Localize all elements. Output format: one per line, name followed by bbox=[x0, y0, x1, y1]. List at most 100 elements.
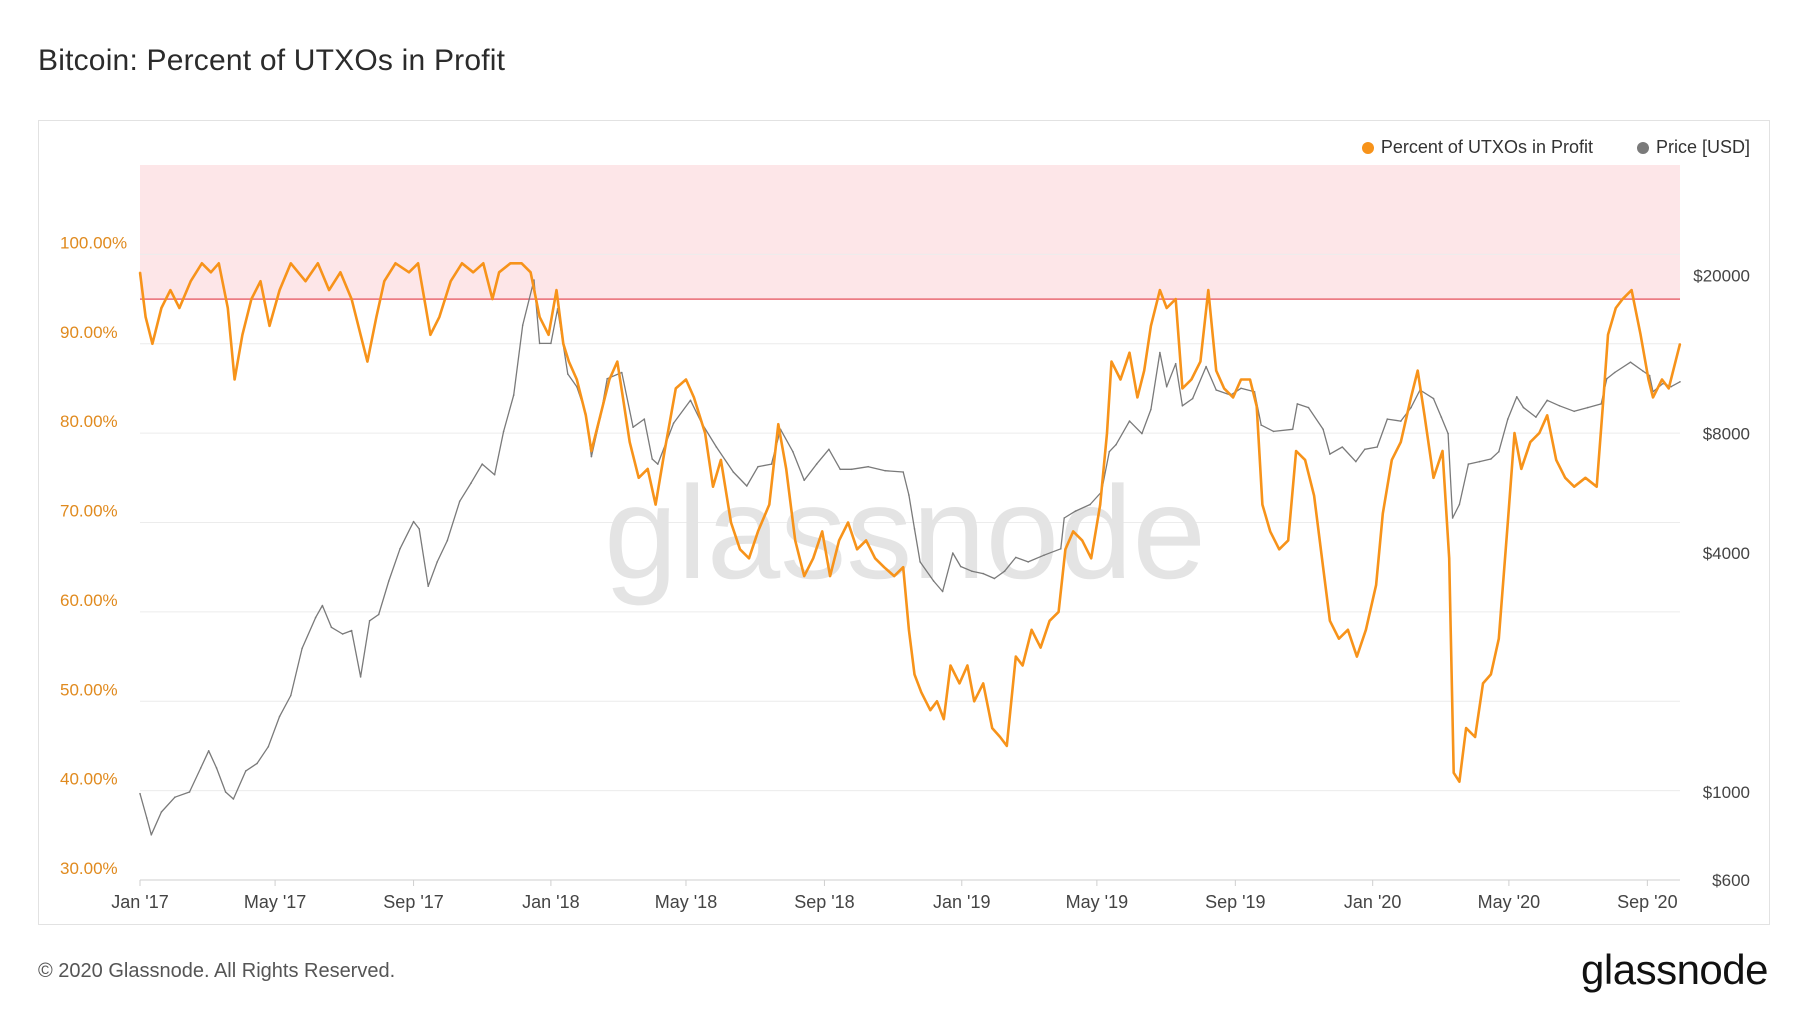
utxo-line-point bbox=[829, 575, 831, 577]
price-line-point bbox=[533, 279, 535, 281]
utxo-line-point bbox=[685, 378, 687, 381]
utxo-line-point bbox=[1174, 298, 1177, 300]
legend-label-price: Price [USD] bbox=[1655, 137, 1750, 157]
price-line-point bbox=[550, 342, 552, 345]
utxo-line-point bbox=[233, 378, 236, 381]
utxo-line-point bbox=[1106, 432, 1108, 434]
utxo-line-point bbox=[883, 566, 885, 568]
glassnode-logo[interactable]: glassnode bbox=[1581, 946, 1768, 993]
utxo-line-point bbox=[730, 521, 732, 524]
utxo-line-point bbox=[1441, 450, 1444, 452]
utxo-line-point bbox=[757, 530, 759, 533]
utxo-line-point bbox=[1490, 673, 1492, 676]
utxo-line-point bbox=[693, 396, 695, 399]
utxo-line-point bbox=[1391, 459, 1393, 461]
utxo-line-point bbox=[1452, 772, 1455, 774]
utxo-line-point bbox=[1595, 485, 1598, 488]
utxo-line-point bbox=[268, 325, 271, 327]
utxo-line-point bbox=[982, 682, 984, 685]
utxo-line-point bbox=[1602, 396, 1605, 399]
x-tick-label: Sep '17 bbox=[383, 892, 444, 912]
utxo-line-point bbox=[1416, 369, 1419, 372]
price-line-point bbox=[1063, 517, 1065, 519]
utxo-line-point bbox=[375, 316, 378, 318]
utxo-line-point bbox=[498, 271, 500, 274]
price-line-point bbox=[1191, 397, 1194, 400]
price-line-point bbox=[902, 471, 904, 473]
utxo-line-point bbox=[585, 414, 587, 417]
x-tick-label: May '19 bbox=[1066, 892, 1128, 912]
utxo-line-point bbox=[394, 262, 397, 265]
utxo-line-point bbox=[1546, 414, 1548, 417]
utxo-line-point bbox=[1432, 477, 1435, 479]
price-line-point bbox=[1507, 418, 1509, 420]
utxo-line-point bbox=[1190, 378, 1193, 381]
utxo-line-point bbox=[1584, 477, 1587, 479]
price-line-point bbox=[446, 539, 449, 542]
utxo-line-point bbox=[201, 262, 203, 265]
price-line-point bbox=[1400, 420, 1402, 422]
price-line-point bbox=[481, 463, 484, 465]
price-line-point bbox=[267, 745, 270, 748]
utxo-line-point bbox=[520, 262, 523, 265]
price-line-point bbox=[1586, 406, 1589, 409]
utxo-line-point bbox=[241, 334, 244, 336]
utxo-line-point bbox=[339, 271, 342, 274]
price-line-point bbox=[932, 580, 935, 582]
price-line-point bbox=[502, 430, 505, 433]
price-line-point bbox=[606, 377, 608, 380]
utxo-line-point bbox=[874, 557, 876, 560]
utxo-line-point bbox=[1356, 655, 1358, 658]
price-line-point bbox=[1015, 556, 1017, 559]
price-line-point bbox=[908, 494, 910, 496]
utxo-line-point bbox=[608, 378, 611, 381]
utxo-line-point bbox=[472, 271, 475, 274]
utxo-line-point bbox=[1072, 530, 1074, 533]
utxo-line-point bbox=[1410, 396, 1412, 399]
legend-dot-utxo-icon bbox=[1361, 141, 1374, 154]
price-line-point bbox=[1447, 432, 1449, 435]
price-line-point bbox=[1205, 365, 1207, 368]
utxo-line-point bbox=[675, 387, 677, 390]
utxo-line-point bbox=[821, 530, 823, 533]
price-line-point bbox=[828, 448, 830, 451]
utxo-line-point bbox=[1249, 378, 1251, 381]
price-line-point bbox=[839, 468, 841, 471]
utxo-line-point bbox=[704, 432, 706, 434]
price-line-point bbox=[1240, 387, 1242, 390]
price-line-point bbox=[1386, 418, 1389, 420]
utxo-line-point bbox=[1621, 298, 1624, 300]
utxo-line-point bbox=[1615, 307, 1617, 309]
utxo-line-point bbox=[785, 468, 787, 470]
price-line-point bbox=[657, 463, 659, 465]
utxo-line-point bbox=[1347, 629, 1349, 631]
price-line-point bbox=[512, 394, 515, 396]
price-line-point bbox=[146, 817, 148, 819]
utxo-line-point bbox=[1652, 396, 1654, 399]
legend-item-price[interactable]: Price [USD] bbox=[1636, 137, 1750, 158]
utxo-line-point bbox=[491, 298, 494, 300]
legend-item-utxo[interactable]: Percent of UTXOs in Profit bbox=[1361, 137, 1593, 158]
axes: Jan '17 May '17 Sep '17 Jan '18 May '18 Sep '… bbox=[60, 233, 1750, 912]
price-line-point bbox=[1535, 416, 1537, 418]
utxo-line-point bbox=[576, 378, 578, 381]
utxo-line-point bbox=[1400, 441, 1402, 443]
utxo-line-point bbox=[538, 316, 541, 318]
price-line-point bbox=[174, 796, 176, 798]
utxo-line-point bbox=[1538, 432, 1541, 434]
price-line-point bbox=[1451, 517, 1454, 519]
price-line-point bbox=[1027, 561, 1029, 563]
utxo-line-point bbox=[189, 280, 192, 283]
price-line-point bbox=[1522, 406, 1525, 409]
utxo-line-point bbox=[425, 307, 427, 309]
utxo-line-point bbox=[794, 539, 796, 542]
x-tick-label: Sep '19 bbox=[1205, 892, 1266, 912]
price-line-point bbox=[388, 580, 390, 582]
price-line-point bbox=[757, 465, 759, 468]
utxo-line-point bbox=[568, 360, 570, 363]
utxo-line-point bbox=[637, 477, 640, 479]
price-line-point bbox=[1181, 405, 1184, 407]
utxo-line-point bbox=[417, 262, 419, 265]
price-line-point bbox=[1159, 351, 1161, 354]
price-line-point bbox=[971, 570, 973, 572]
